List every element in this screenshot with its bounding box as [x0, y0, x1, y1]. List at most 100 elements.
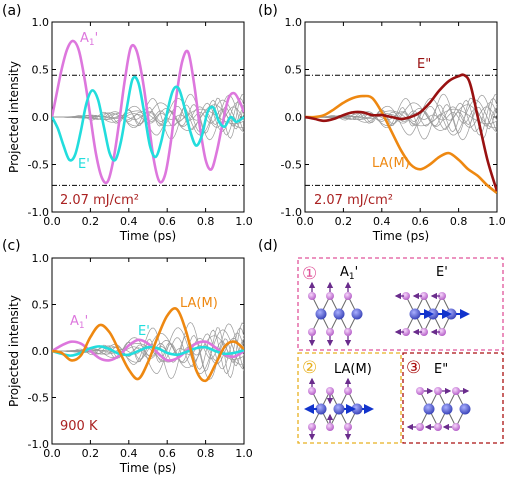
annotation-c: 900 K — [60, 419, 98, 434]
series-line-la_m — [52, 307, 244, 383]
box3-frame — [402, 352, 504, 444]
y-tick-label: 0.0 — [32, 345, 50, 358]
y-tick-label: 0.0 — [32, 111, 50, 124]
panel-d: ① A1' E' ② LA(M) ③ E" — [297, 257, 504, 444]
box3-label: E" — [434, 362, 448, 377]
label-c-LA: LA(M) — [180, 296, 218, 311]
panel-letter-a: (a) — [2, 3, 22, 19]
plot-area — [305, 73, 497, 195]
box1-number: ① — [302, 264, 317, 284]
x-tick-label: 0.6 — [158, 215, 176, 228]
y-tick-label: 1.0 — [32, 252, 50, 265]
metal-atom — [409, 308, 421, 320]
x-tick-label: 0.4 — [373, 215, 391, 228]
chalcogen-atom — [344, 292, 352, 300]
y-tick-label: -1.0 — [28, 438, 49, 451]
chalcogen-atom — [326, 387, 334, 395]
y-tick-label: 1.0 — [32, 16, 50, 29]
x-axis-label: Time (ps) — [119, 229, 176, 243]
y-tick-label: 0.5 — [32, 64, 50, 77]
label-b-E2: E" — [417, 57, 431, 72]
y-tick-label: -1.0 — [28, 206, 49, 219]
panel-letter-c: (c) — [2, 238, 21, 254]
chalcogen-atom — [326, 292, 334, 300]
chalcogen-atom — [452, 387, 460, 395]
label-c-A1: A1' — [70, 314, 88, 331]
chalcogen-atom — [344, 328, 352, 336]
x-axis-label: Time (ps) — [119, 461, 176, 475]
x-tick-label: 0.8 — [197, 215, 215, 228]
chart-a: 0.0 0.2 0.4 0.6 0.8 1.0 -1.0 -0.5 0.0 0.5 1.0 Time … — [7, 16, 253, 243]
chalcogen-atom — [326, 328, 334, 336]
plot-area — [52, 39, 244, 186]
box1-label-e: E' — [436, 265, 448, 280]
chalcogen-atom — [452, 423, 460, 431]
label-b-LA: LA(M) — [372, 156, 410, 171]
lattice-e-mode — [394, 292, 470, 336]
background-mode-line — [305, 106, 497, 130]
lattice-la-mode — [304, 377, 374, 441]
chalcogen-atom — [434, 387, 442, 395]
lattice-e-dprime-mode — [406, 387, 471, 431]
x-tick-label: 1.0 — [235, 447, 253, 460]
annotation-a: 2.07 mJ/cm² — [60, 193, 139, 208]
y-tick-label: -0.5 — [28, 392, 49, 405]
y-tick-label: 1.0 — [285, 16, 303, 29]
metal-atom — [423, 403, 435, 415]
chalcogen-atom — [402, 328, 410, 336]
label-a-E: E' — [78, 157, 90, 172]
metal-atom — [333, 403, 345, 415]
box3-number: ③ — [406, 358, 421, 378]
y-tick-label: -0.5 — [28, 159, 49, 172]
series-line-a1 — [52, 338, 244, 362]
series-line-la_m — [305, 94, 497, 195]
annotation-b: 2.07 mJ/cm² — [314, 193, 393, 208]
series-line-a1 — [52, 39, 244, 185]
metal-atom — [315, 308, 327, 320]
label-a-A1: A1' — [80, 31, 98, 48]
x-tick-label: 1.0 — [235, 215, 253, 228]
x-tick-label: 0.4 — [120, 215, 138, 228]
x-tick-label: 0.4 — [120, 447, 138, 460]
chart-c: 0.0 0.2 0.4 0.6 0.8 1.0 -1.0 -0.5 0.0 0.5 1.0 Time … — [7, 252, 253, 475]
chalcogen-atom — [308, 423, 316, 431]
box2-number: ② — [302, 358, 317, 378]
chalcogen-atom — [308, 387, 316, 395]
y-tick-label: 0.0 — [285, 111, 303, 124]
chart-b: 0.0 0.2 0.4 0.6 0.8 1.0 -1.0 -0.5 0.0 0.5 1.0 Time … — [281, 16, 506, 243]
box2-frame — [297, 352, 402, 444]
y-tick-label: 0.5 — [285, 64, 303, 77]
chalcogen-atom — [416, 423, 424, 431]
chalcogen-atom — [344, 387, 352, 395]
x-axis-label: Time (ps) — [372, 229, 429, 243]
x-tick-label: 0.2 — [335, 215, 353, 228]
chalcogen-atom — [416, 387, 424, 395]
box1-frame — [297, 257, 504, 351]
metal-atom — [441, 403, 453, 415]
metal-atom — [459, 403, 471, 415]
x-tick-label: 0.6 — [158, 447, 176, 460]
x-tick-label: 0.6 — [411, 215, 429, 228]
chalcogen-atom — [438, 328, 446, 336]
lattice-a1-mode — [308, 281, 363, 347]
series-line-e_prime — [52, 75, 244, 162]
x-tick-label: 1.0 — [488, 215, 506, 228]
metal-atom — [333, 308, 345, 320]
chalcogen-atom — [420, 292, 428, 300]
chalcogen-atom — [438, 292, 446, 300]
chalcogen-atom — [308, 292, 316, 300]
chalcogen-atom — [402, 292, 410, 300]
x-tick-label: 0.2 — [82, 215, 100, 228]
x-tick-label: 0.2 — [82, 447, 100, 460]
box2-label: LA(M) — [334, 362, 372, 377]
chalcogen-atom — [420, 328, 428, 336]
label-c-E: E' — [138, 324, 150, 339]
y-tick-label: -1.0 — [281, 206, 302, 219]
panel-letter-d: (d) — [258, 238, 278, 254]
y-tick-label: -0.5 — [281, 159, 302, 172]
x-tick-label: 0.8 — [450, 215, 468, 228]
y-axis-label: Projected intensity — [7, 61, 21, 173]
x-tick-label: 0.0 — [296, 215, 314, 228]
series-line-e_dprime — [305, 73, 497, 192]
